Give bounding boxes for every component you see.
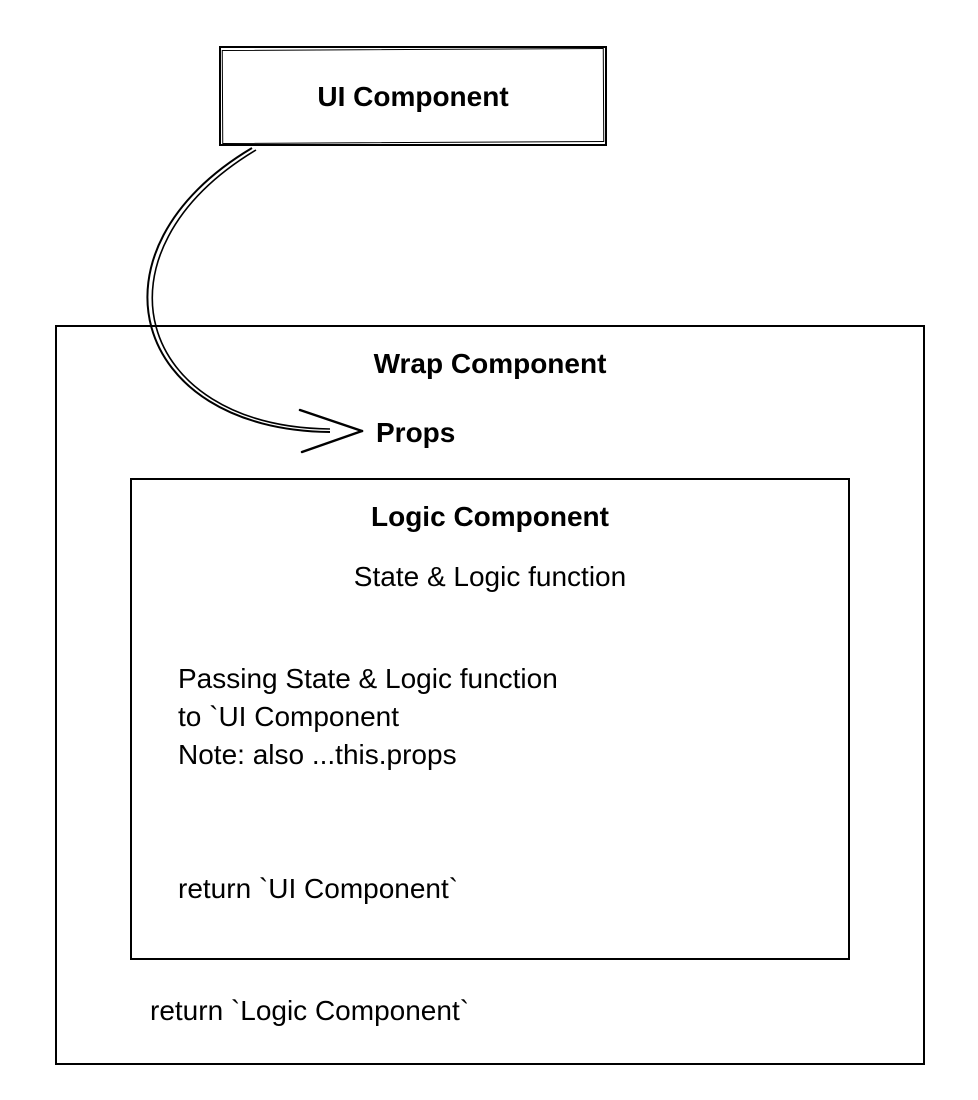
passing-text: Passing State & Logic function to `UI Co… [178,660,558,773]
wrap-component-title: Wrap Component [55,345,925,383]
diagram-canvas: UI Component Wrap Component Props Logic … [0,0,978,1100]
ui-component-label: UI Component [219,78,607,116]
wrap-return-label: return `Logic Component` [150,992,469,1030]
state-logic-label: State & Logic function [130,558,850,596]
props-label: Props [376,414,455,452]
logic-return-label: return `UI Component` [178,870,458,908]
logic-component-title: Logic Component [130,498,850,536]
